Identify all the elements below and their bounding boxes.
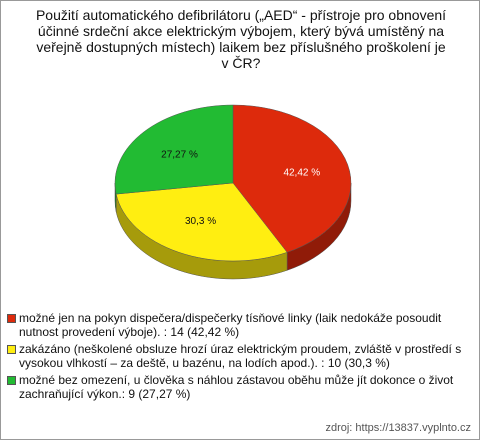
chart-title: Použití automatického defibrilátoru („AE…: [35, 7, 447, 71]
legend-swatch: [7, 314, 16, 323]
legend-item: možné jen na pokyn dispečera/dispečerky …: [7, 311, 473, 339]
legend-label: možné jen na pokyn dispečera/dispečerky …: [19, 311, 442, 339]
pie-area: 42,42 % 30,3 % 27,27 %: [114, 104, 352, 280]
pie-slice: [232, 104, 352, 253]
value-label: 27,27 %: [161, 150, 198, 161]
value-label: 42,42 %: [283, 168, 320, 179]
legend: možné jen na pokyn dispečera/dispečerky …: [7, 311, 473, 404]
pie-slice: [115, 182, 288, 262]
value-label: 30,3 %: [185, 216, 216, 227]
legend-item: zakázáno (neškolené obsluze hrozí úraz e…: [7, 342, 473, 370]
legend-label: možné bez omezení, u člověka s náhlou zá…: [19, 373, 454, 401]
source: zdroj: https://13837.vyplnto.cz: [325, 422, 471, 434]
legend-swatch: [7, 345, 16, 354]
pie-slice: [114, 104, 234, 195]
legend-item: možné bez omezení, u člověka s náhlou zá…: [7, 373, 473, 401]
legend-swatch: [7, 376, 16, 385]
legend-label: zakázáno (neškolené obsluze hrozí úraz e…: [19, 342, 462, 370]
